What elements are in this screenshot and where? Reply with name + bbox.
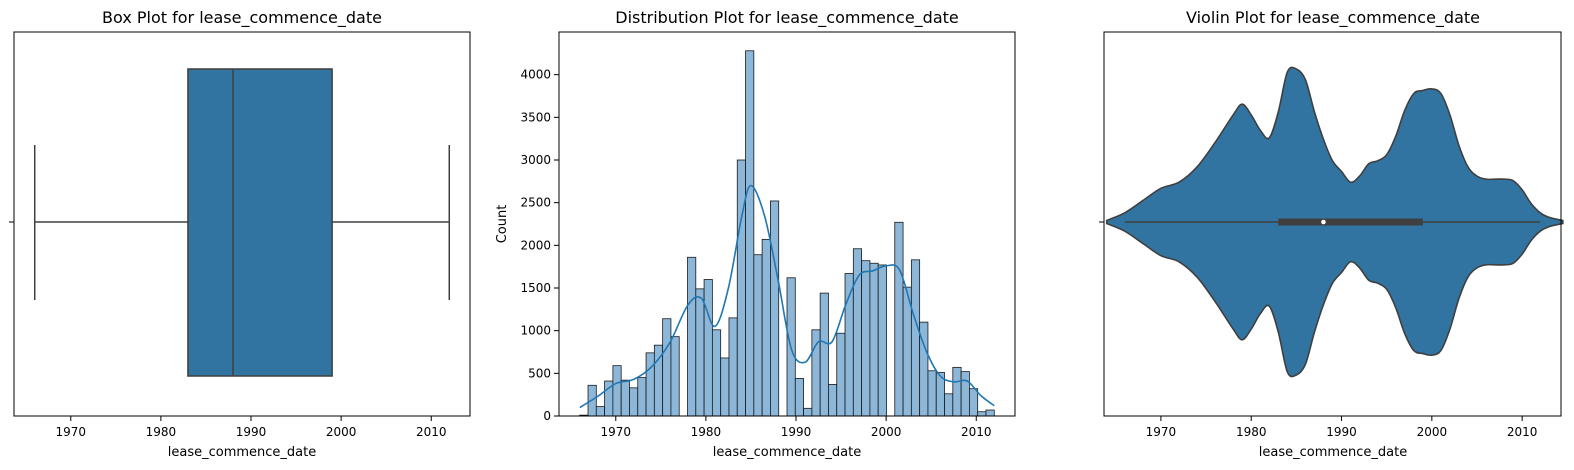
histogram-bar: [695, 288, 705, 417]
histogram-bar: [662, 318, 672, 417]
y-tick-label: 2000: [520, 238, 551, 252]
histogram-bar: [753, 254, 763, 417]
histogram-bar: [828, 384, 838, 417]
histogram-bar: [985, 409, 995, 417]
x-tick-label: 1980: [146, 425, 177, 439]
x-tick-label: 1990: [236, 425, 267, 439]
y-tick-label: 3000: [520, 153, 551, 167]
histogram-bar: [836, 332, 846, 417]
histogram-bar: [902, 286, 912, 417]
histogram-bar: [736, 159, 746, 417]
x-tick-label: 2010: [961, 425, 992, 439]
histogram-bar: [720, 357, 730, 417]
violin-median-dot: [1321, 219, 1326, 225]
distribution-plot-y-ticks: 0 500 1000 1500 2000 2500 3000 3500 4000: [520, 68, 559, 423]
distribution-plot-x-label: lease_commence_date: [713, 445, 861, 460]
histogram-bar: [869, 262, 879, 417]
histogram-bar: [620, 379, 630, 417]
distribution-plot-y-label: Count: [495, 205, 510, 244]
distribution-plot-frame: [558, 31, 1016, 417]
x-tick-label: 1990: [1326, 425, 1357, 439]
x-tick-label: 1970: [56, 425, 87, 439]
histogram-bar: [728, 317, 738, 417]
x-tick-label: 1970: [601, 425, 632, 439]
histogram-bar: [745, 50, 755, 417]
x-tick-label: 2010: [416, 425, 447, 439]
violin-plot-title: Violin Plot for lease_commence_date: [1186, 8, 1480, 28]
histogram-bar: [770, 200, 780, 417]
y-tick-label: 500: [528, 366, 551, 380]
x-tick-label: 2000: [871, 425, 902, 439]
y-tick-label: 1000: [520, 324, 551, 338]
y-tick-label: 1500: [520, 281, 551, 295]
box-plot-x-label: lease_commence_date: [168, 445, 316, 460]
x-tick-label: 1990: [781, 425, 812, 439]
histogram-bar: [703, 279, 713, 417]
y-tick-label: 0: [543, 409, 551, 423]
histogram-bar: [910, 259, 921, 417]
y-tick-label: 3500: [520, 110, 551, 124]
histogram-bar: [977, 411, 987, 417]
kde-line: [579, 184, 995, 409]
histogram-bar: [811, 329, 821, 417]
box-plot-area: [33, 68, 451, 377]
x-tick-label: 1980: [691, 425, 722, 439]
histogram-bar: [952, 366, 962, 417]
histogram-bar: [944, 393, 954, 417]
histogram-bar: [861, 260, 871, 417]
box-iqr: [187, 68, 333, 377]
box-plot-panel: Box Plot for lease_commence_date 1970 198…: [9, 8, 471, 460]
box-plot-title: Box Plot for lease_commence_date: [102, 8, 382, 28]
distribution-plot-x-ticks: 1970 1980 1990 2000 2010: [601, 416, 992, 439]
histogram-bar: [670, 336, 680, 417]
x-tick-label: 1970: [1146, 425, 1177, 439]
histogram-bar: [819, 292, 829, 417]
y-tick-label: 4000: [520, 68, 551, 82]
histogram-bar: [645, 352, 655, 417]
histogram-bar: [637, 377, 647, 417]
histogram-bar: [960, 371, 970, 417]
x-tick-label: 2000: [1417, 425, 1448, 439]
x-tick-label: 1980: [1236, 425, 1267, 439]
violin-plot-x-label: lease_commence_date: [1259, 445, 1407, 460]
violin-iqr-box: [1278, 218, 1423, 226]
histogram-bar: [803, 407, 813, 417]
y-tick-label: 2500: [520, 196, 551, 210]
histogram-bar: [927, 370, 937, 417]
histogram-bar: [687, 256, 697, 417]
histogram-bar: [969, 388, 979, 417]
x-tick-label: 2010: [1507, 425, 1538, 439]
histogram-bar: [595, 406, 605, 417]
box-plot-x-ticks: 1970 1980 1990 2000 2010: [56, 416, 447, 439]
violin-plot-panel: Violin Plot for lease_commence_date 1970…: [1099, 8, 1564, 460]
histogram-bar: [761, 238, 771, 417]
violin-plot-frame: [1103, 31, 1562, 417]
x-tick-label: 2000: [326, 425, 357, 439]
violin-plot-x-ticks: 1970 1980 1990 2000 2010: [1146, 416, 1538, 439]
histogram-bar: [877, 264, 887, 417]
distribution-plot-panel: Distribution Plot for lease_commence_dat…: [495, 8, 1016, 460]
histogram-bar: [894, 221, 904, 417]
histogram-bar: [711, 329, 722, 417]
histogram-bar: [612, 365, 622, 417]
histogram-bar: [629, 387, 639, 417]
violin-plot-area: [1105, 66, 1564, 378]
box-plot-frame: [13, 31, 471, 417]
histogram-bar: [794, 378, 804, 417]
distribution-plot-title: Distribution Plot for lease_commence_dat…: [615, 8, 959, 28]
distribution-plot-area: [579, 50, 995, 417]
